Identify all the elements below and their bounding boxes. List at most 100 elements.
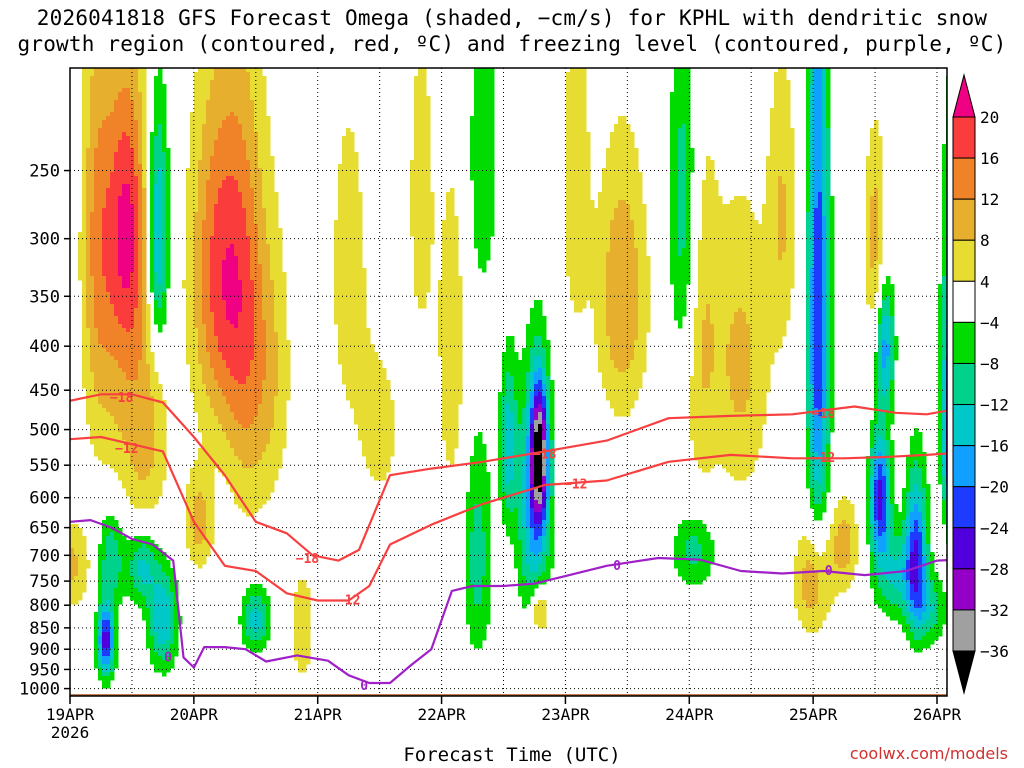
- omega-cell: [246, 388, 251, 393]
- omega-cell: [226, 236, 231, 241]
- omega-cell: [190, 300, 195, 305]
- omega-cell: [210, 96, 215, 101]
- omega-cell: [242, 468, 247, 473]
- omega-cell: [266, 324, 271, 329]
- omega-cell: [206, 408, 211, 413]
- omega-cell: [78, 564, 83, 569]
- omega-cell: [106, 600, 111, 605]
- omega-cell: [90, 356, 95, 361]
- omega-cell: [130, 76, 135, 81]
- omega-cell: [158, 632, 163, 637]
- omega-cell: [146, 624, 151, 629]
- omega-cell: [158, 232, 163, 237]
- omega-cell: [118, 444, 123, 449]
- omega-cell: [98, 544, 103, 549]
- omega-cell: [138, 472, 143, 477]
- omega-cell: [122, 540, 127, 545]
- omega-cell: [250, 400, 255, 405]
- omega-cell: [226, 300, 231, 305]
- omega-cell: [238, 408, 243, 413]
- omega-cell: [118, 568, 123, 573]
- omega-cell: [234, 252, 239, 257]
- omega-cell: [82, 336, 87, 341]
- omega-cell: [222, 252, 227, 257]
- omega-cell: [114, 656, 119, 661]
- omega-cell: [250, 472, 255, 477]
- omega-cell: [98, 156, 103, 161]
- omega-cell: [190, 184, 195, 189]
- omega-cell: [154, 128, 159, 133]
- omega-cell: [98, 68, 103, 73]
- omega-cell: [170, 624, 175, 629]
- omega-cell: [106, 632, 111, 637]
- omega-cell: [118, 104, 123, 109]
- omega-cell: [166, 168, 171, 173]
- omega-cell: [126, 416, 131, 421]
- omega-cell: [138, 372, 143, 377]
- omega-cell: [258, 192, 263, 197]
- omega-cell: [114, 332, 119, 337]
- omega-cell: [94, 260, 99, 265]
- omega-cell: [98, 364, 103, 369]
- omega-cell: [210, 524, 215, 529]
- omega-cell: [226, 120, 231, 125]
- omega-cell: [90, 108, 95, 113]
- omega-cell: [90, 76, 95, 81]
- omega-cell: [106, 376, 111, 381]
- omega-cell: [230, 224, 235, 229]
- omega-cell: [82, 248, 87, 253]
- omega-cell: [126, 320, 131, 325]
- omega-cell: [226, 444, 231, 449]
- omega-cell: [234, 72, 239, 77]
- omega-cell: [102, 440, 107, 445]
- omega-cell: [234, 92, 239, 97]
- omega-cell: [142, 412, 147, 417]
- omega-cell: [222, 440, 227, 445]
- omega-cell: [190, 212, 195, 217]
- omega-cell: [126, 248, 131, 253]
- omega-cell: [186, 300, 191, 305]
- omega-cell: [90, 88, 95, 93]
- omega-cell: [142, 120, 147, 125]
- omega-cell: [110, 420, 115, 425]
- omega-cell: [86, 200, 91, 205]
- omega-cell: [258, 360, 263, 365]
- omega-cell: [194, 352, 199, 357]
- omega-cell: [86, 328, 91, 333]
- omega-cell: [158, 444, 163, 449]
- omega-cell: [166, 188, 171, 193]
- omega-cell: [138, 256, 143, 261]
- omega-cell: [134, 192, 139, 197]
- omega-cell: [222, 444, 227, 449]
- omega-cell: [98, 84, 103, 89]
- omega-cell: [234, 396, 239, 401]
- omega-cell: [126, 464, 131, 469]
- omega-cell: [198, 280, 203, 285]
- omega-cell: [162, 576, 167, 581]
- omega-cell: [154, 472, 159, 477]
- omega-cell: [106, 300, 111, 305]
- omega-cell: [106, 344, 111, 349]
- omega-cell: [90, 212, 95, 217]
- omega-cell: [202, 444, 207, 449]
- omega-cell: [246, 200, 251, 205]
- omega-cell: [158, 192, 163, 197]
- omega-cell: [122, 220, 127, 225]
- omega-cell: [198, 456, 203, 461]
- omega-cell: [242, 264, 247, 269]
- omega-cell: [194, 252, 199, 257]
- omega-cell: [126, 452, 131, 457]
- omega-cell: [206, 320, 211, 325]
- omega-cell: [130, 476, 135, 481]
- omega-cell: [258, 80, 263, 85]
- omega-cell: [150, 372, 155, 377]
- omega-cell: [146, 456, 151, 461]
- omega-cell: [202, 316, 207, 321]
- omega-cell: [250, 412, 255, 417]
- omega-cell: [198, 336, 203, 341]
- omega-cell: [118, 192, 123, 197]
- omega-cell: [190, 112, 195, 117]
- omega-cell: [94, 188, 99, 193]
- omega-cell: [102, 108, 107, 113]
- omega-cell: [70, 552, 75, 557]
